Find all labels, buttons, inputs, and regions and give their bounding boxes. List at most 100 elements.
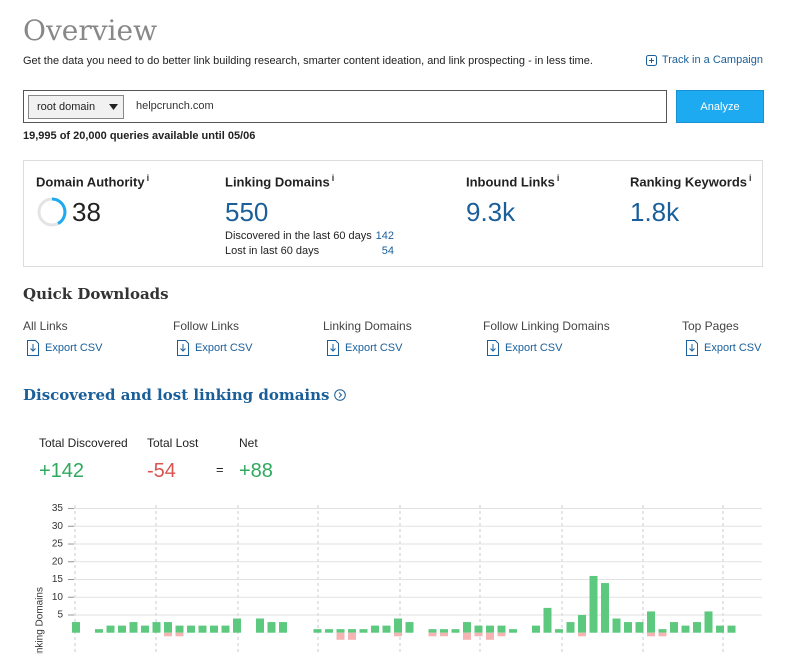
detail-value[interactable]: 142 — [375, 230, 394, 242]
bar — [175, 625, 184, 633]
export-link[interactable]: Export CSV — [487, 340, 562, 356]
info-icon[interactable]: i — [749, 173, 752, 183]
section-title: Discovered and lost linking domains — [23, 386, 347, 404]
metric-value: 1.8k — [630, 197, 680, 227]
bar — [382, 625, 391, 633]
operator: = — [216, 462, 224, 477]
bar — [187, 625, 195, 633]
bar — [647, 611, 655, 633]
bar — [486, 625, 494, 633]
caret — [109, 104, 119, 110]
y-tick-label: 35 — [52, 503, 64, 514]
bar — [681, 625, 690, 633]
bar — [267, 622, 276, 633]
export-text: Export CSV — [505, 342, 563, 354]
detail-label: Lost in last 60 days — [225, 245, 320, 257]
bar — [451, 629, 460, 633]
bar — [95, 629, 103, 633]
subtitle: Get the data you need to do better link … — [23, 55, 593, 67]
detail-label: Discovered in the last 60 days — [225, 230, 372, 242]
download-label: All Links — [23, 319, 68, 333]
bar — [198, 625, 207, 633]
bar — [336, 632, 345, 640]
bar — [152, 622, 161, 633]
info-icon[interactable]: i — [331, 173, 335, 183]
y-tick-label: 25 — [52, 539, 64, 550]
bar — [164, 632, 172, 637]
analyze-button[interactable]: Analyze — [676, 90, 764, 123]
summary-value: -54 — [147, 460, 176, 482]
page-title: Overview — [23, 14, 158, 47]
bar — [348, 632, 356, 640]
metric-label: Domain Authority i — [36, 173, 149, 189]
export-link[interactable]: Export CSV — [686, 340, 761, 356]
bar — [233, 618, 241, 633]
track-campaign-link[interactable]: Track in a Campaign — [645, 54, 763, 66]
bar — [589, 575, 598, 633]
bar — [428, 629, 437, 633]
bar — [256, 618, 264, 633]
metric-value: 550 — [225, 197, 269, 227]
bar — [210, 625, 218, 633]
bar — [727, 625, 736, 633]
export-link[interactable]: Export CSV — [327, 340, 402, 356]
bar — [474, 625, 483, 633]
link-text: Track in a Campaign — [661, 54, 763, 66]
section-title-text: Discovered and lost linking domains — [23, 386, 330, 404]
section-info-icon[interactable] — [334, 389, 347, 401]
bar — [670, 622, 678, 633]
bar — [325, 629, 333, 633]
authority-ring — [37, 197, 67, 227]
download-icon — [327, 340, 339, 356]
bar — [578, 614, 586, 633]
bar — [440, 629, 448, 633]
summary-label: Total Lost — [147, 436, 199, 450]
export-link[interactable]: Export CSV — [177, 340, 252, 356]
export-text: Export CSV — [704, 342, 762, 354]
y-tick-label: 5 — [57, 610, 63, 621]
summary-label: Total Discovered — [39, 436, 128, 450]
metrics-panel — [23, 160, 763, 267]
label-text: Ranking Keywords — [630, 174, 748, 190]
summary-value: +142 — [39, 460, 85, 482]
label-text: Domain Authority — [36, 174, 145, 190]
bar — [635, 622, 644, 633]
plus-icon — [645, 54, 657, 66]
info-icon[interactable]: i — [556, 173, 560, 183]
bar — [463, 622, 471, 633]
bar — [704, 611, 713, 633]
bar — [175, 632, 184, 637]
search-box — [23, 90, 667, 123]
bar — [543, 607, 552, 633]
bar — [463, 632, 471, 640]
label-text: Linking Domains — [225, 174, 330, 190]
download-icon — [487, 340, 499, 356]
y-tick-label: 20 — [52, 556, 64, 567]
bar — [716, 625, 724, 633]
summary-label: Net — [239, 436, 258, 450]
bar — [129, 622, 138, 633]
y-tick-label: 30 — [52, 521, 64, 532]
scope-dropdown[interactable]: root domain — [28, 95, 124, 119]
bar — [141, 625, 149, 633]
download-icon — [686, 340, 698, 356]
info-icon[interactable]: i — [146, 173, 150, 183]
bar — [106, 625, 115, 633]
bar — [164, 622, 172, 633]
export-text: Export CSV — [195, 342, 253, 354]
bar — [72, 622, 80, 633]
detail-value[interactable]: 54 — [381, 245, 394, 257]
y-tick-label: 10 — [52, 592, 64, 603]
export-text: Export CSV — [45, 342, 103, 354]
bar — [601, 583, 609, 633]
bar — [394, 618, 402, 633]
bar — [497, 632, 506, 637]
export-link[interactable]: Export CSV — [27, 340, 102, 356]
bar — [394, 632, 402, 637]
bar — [566, 622, 575, 633]
summary-value: +88 — [239, 460, 273, 482]
bar — [658, 629, 667, 633]
search-input[interactable]: helpcrunch.com — [136, 100, 214, 112]
bar — [440, 632, 448, 637]
